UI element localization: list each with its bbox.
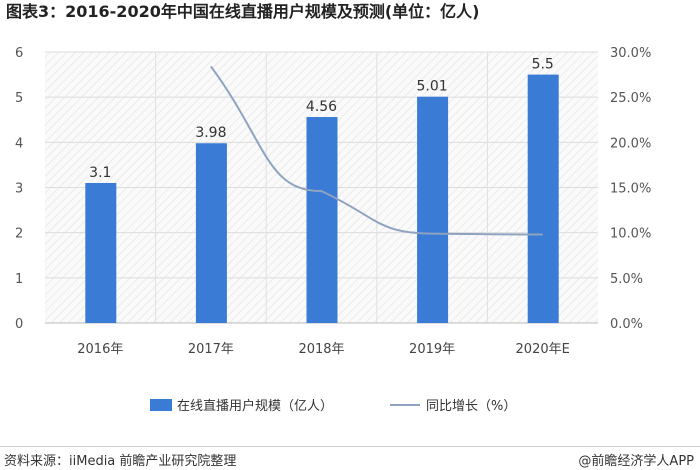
bar-data-label: 5.01 bbox=[417, 79, 448, 95]
brand-note: @前瞻经济学人APP bbox=[578, 454, 694, 469]
x-tick-label: 2017年 bbox=[188, 342, 234, 357]
source-note: 资料来源：iiMedia 前瞻产业研究院整理 bbox=[4, 454, 237, 469]
y2-tick-label: 25.0% bbox=[610, 91, 651, 106]
bar bbox=[527, 74, 559, 323]
bar-data-label: 5.5 bbox=[532, 57, 554, 73]
x-tick-label: 2020年E bbox=[516, 342, 570, 357]
footer-divider bbox=[0, 446, 700, 447]
legend-line-label: 同比增长（%） bbox=[426, 399, 516, 414]
y2-tick-label: 20.0% bbox=[610, 136, 651, 151]
growth-line bbox=[210, 65, 543, 236]
bar-data-label: 3.1 bbox=[89, 165, 111, 181]
x-tick-label: 2016年 bbox=[77, 342, 123, 357]
legend-bar-swatch bbox=[150, 399, 172, 411]
bar bbox=[195, 143, 227, 323]
bar bbox=[417, 96, 449, 323]
y2-tick-label: 10.0% bbox=[610, 227, 651, 242]
y-tick-label: 2 bbox=[15, 227, 23, 242]
y-tick-label: 3 bbox=[15, 182, 23, 197]
y-tick-label: 5 bbox=[15, 91, 23, 106]
y-tick-label: 0 bbox=[15, 317, 23, 332]
y-tick-label: 1 bbox=[15, 272, 23, 287]
y-tick-label: 6 bbox=[15, 46, 23, 61]
bar-data-label: 3.98 bbox=[195, 125, 226, 141]
bar bbox=[306, 117, 338, 323]
y2-tick-label: 5.0% bbox=[610, 272, 643, 287]
y2-tick-label: 0.0% bbox=[610, 317, 643, 332]
y2-tick-label: 15.0% bbox=[610, 182, 651, 197]
x-tick-label: 2019年 bbox=[409, 342, 455, 357]
legend-bar-label: 在线直播用户规模（亿人） bbox=[177, 398, 333, 414]
y2-tick-label: 30.0% bbox=[610, 46, 651, 61]
chart: 0 1 2 3 4 5 6 0.0% 5.0% 10.0% 15.0% 20.0% 25.0% 30.0%… bbox=[15, 46, 651, 414]
y-tick-label: 4 bbox=[15, 136, 23, 151]
bar bbox=[85, 182, 117, 323]
x-tick-label: 2018年 bbox=[298, 342, 344, 357]
bar-data-label: 4.56 bbox=[306, 99, 337, 115]
chart-title: 图表3：2016-2020年中国在线直播用户规模及预测(单位：亿人) bbox=[6, 2, 480, 21]
